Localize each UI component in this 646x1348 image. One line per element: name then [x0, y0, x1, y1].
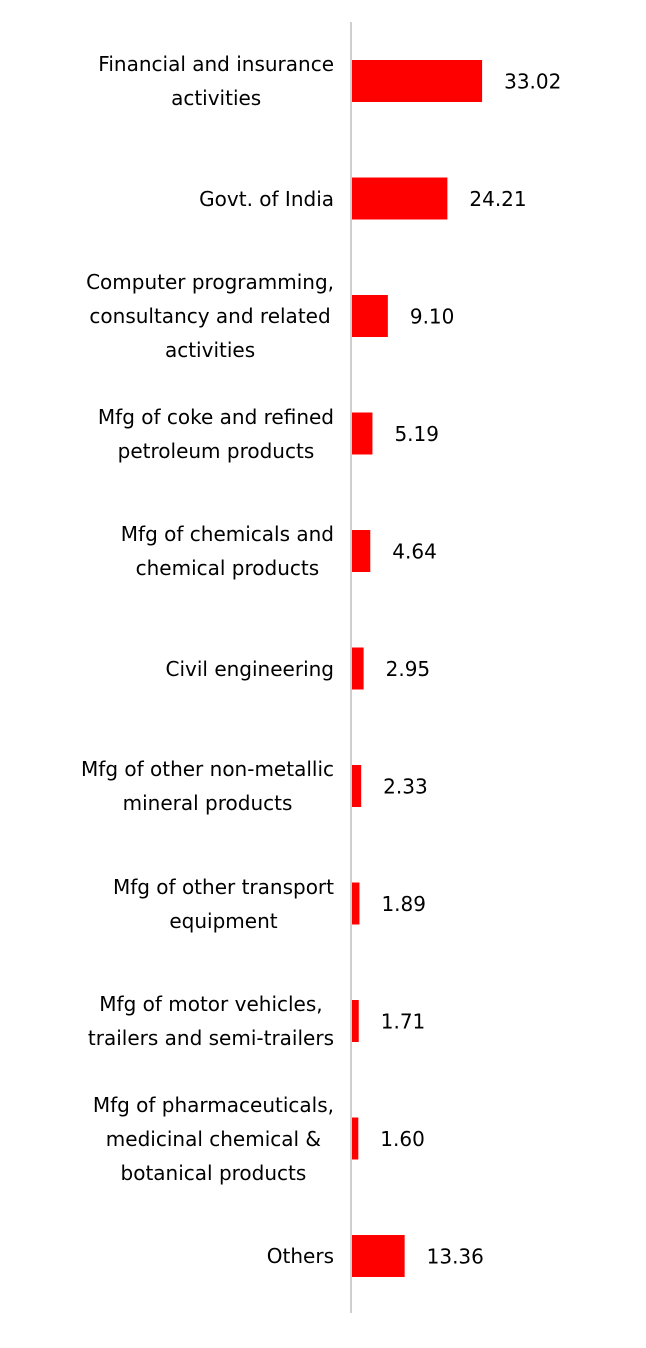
bar — [352, 882, 360, 925]
category-label: Computer programming, consultancy and re… — [86, 270, 334, 362]
category-label: Others — [266, 1244, 334, 1268]
bar — [352, 60, 483, 102]
category-label: Mfg of pharmaceuticals, medicinal chemic… — [92, 1092, 334, 1185]
bar — [352, 1235, 405, 1277]
category-label: Govt. of India — [199, 186, 334, 211]
bar — [352, 177, 448, 220]
category-label: Mfg of motor vehicles, trailers and semi… — [87, 992, 334, 1050]
category-label: Financial and insurance activities — [98, 52, 334, 110]
bar — [352, 412, 373, 455]
bar — [352, 1117, 359, 1160]
value-label: 2.95 — [386, 657, 431, 681]
value-label: 4.64 — [392, 540, 437, 564]
bar — [352, 1000, 359, 1042]
category-label: Mfg of coke and refined petroleum produc… — [97, 404, 334, 463]
category-label: Mfg of chemicals and chemical products — [120, 522, 334, 580]
bar — [352, 765, 362, 807]
category-label: Mfg of other non-metallic mineral produc… — [81, 757, 334, 815]
value-label: 24.21 — [469, 187, 526, 211]
value-label: 5.19 — [394, 422, 439, 446]
value-label: 2.33 — [383, 775, 428, 799]
value-label: 9.10 — [410, 305, 455, 329]
bar — [352, 647, 364, 690]
value-label: 1.89 — [381, 892, 426, 916]
value-label: 13.36 — [427, 1245, 484, 1269]
value-label: 1.71 — [381, 1010, 426, 1034]
bar — [352, 295, 388, 337]
category-label: Civil engineering — [165, 656, 335, 681]
category-label: Mfg of other transport equipment — [112, 874, 334, 933]
bar — [352, 530, 371, 572]
value-label: 33.02 — [504, 70, 561, 94]
value-label: 1.60 — [380, 1127, 425, 1151]
